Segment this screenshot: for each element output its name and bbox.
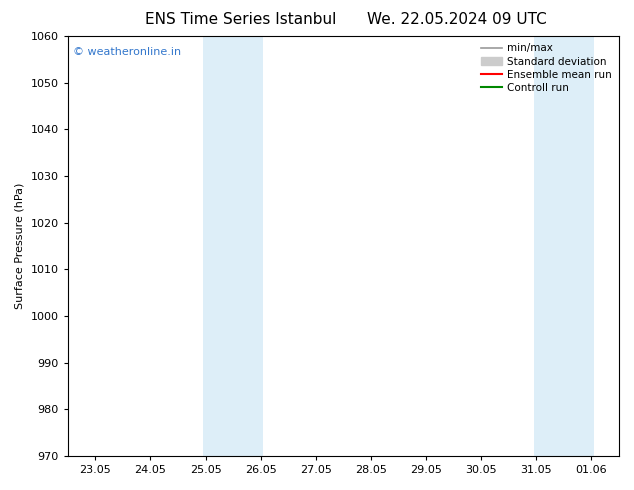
Y-axis label: Surface Pressure (hPa): Surface Pressure (hPa) <box>15 183 25 309</box>
Bar <box>564 36 594 456</box>
Bar <box>233 36 263 456</box>
Text: © weatheronline.in: © weatheronline.in <box>73 47 181 57</box>
Legend: min/max, Standard deviation, Ensemble mean run, Controll run: min/max, Standard deviation, Ensemble me… <box>477 39 616 97</box>
Text: We. 22.05.2024 09 UTC: We. 22.05.2024 09 UTC <box>366 12 547 27</box>
Bar <box>203 36 233 456</box>
Text: ENS Time Series Istanbul: ENS Time Series Istanbul <box>145 12 337 27</box>
Bar <box>534 36 564 456</box>
